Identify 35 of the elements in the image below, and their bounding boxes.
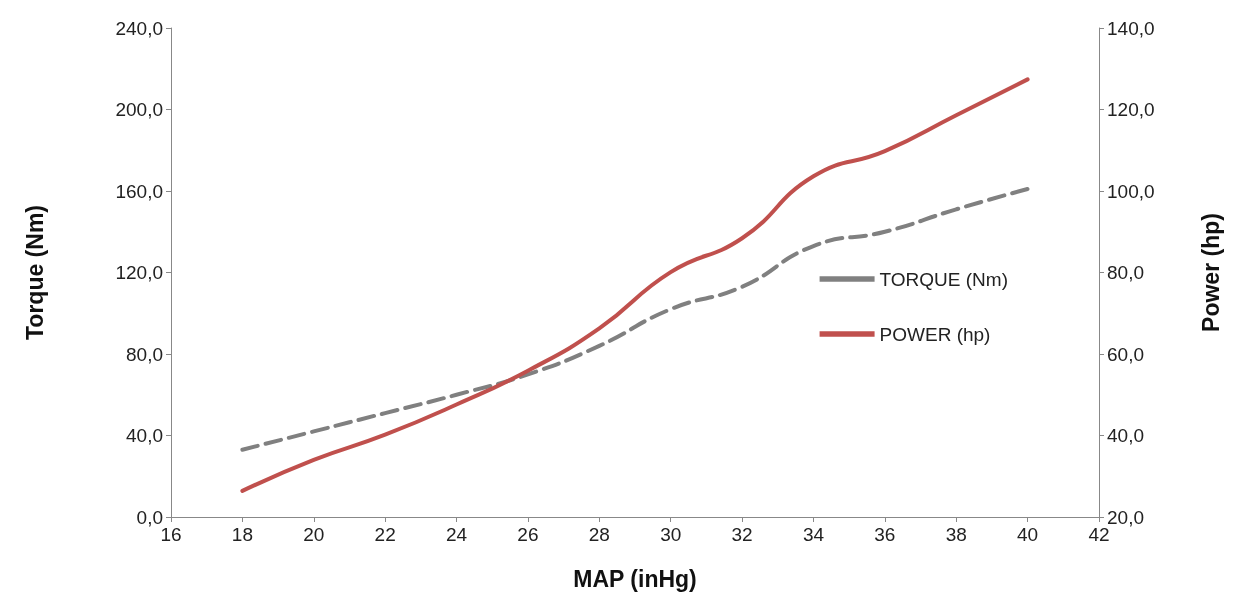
x-tick-label: 40 — [1017, 524, 1039, 545]
x-tick-label: 36 — [874, 524, 896, 545]
y2-axis-title: Power (hp) — [1197, 213, 1224, 332]
x-tick-label: 26 — [517, 524, 539, 545]
y-tick-label: 40,0 — [126, 425, 163, 446]
x-tick-label: 22 — [374, 524, 396, 545]
y-tick-label: 160,0 — [115, 180, 163, 202]
y2-tick-label: 40,0 — [1107, 425, 1144, 446]
x-tick-label: 34 — [802, 524, 825, 545]
y2-tick-label: 100,0 — [1107, 180, 1155, 202]
x-tick-label: 16 — [160, 524, 182, 545]
y2-tick-label: 80,0 — [1107, 262, 1144, 283]
y-tick-label: 200,0 — [115, 99, 163, 120]
y2-tick-label: 60,0 — [1107, 343, 1144, 365]
y2-tick-label: 140,0 — [1107, 17, 1155, 39]
line-series — [240, 77, 1030, 493]
x-tick-label: 24 — [445, 524, 468, 545]
x-tick-label: 28 — [588, 524, 610, 545]
legend-label: TORQUE (Nm) — [879, 268, 1008, 290]
y-tick-label: 120,0 — [115, 262, 163, 283]
y2-tick-label: 20,0 — [1107, 506, 1144, 528]
legend-label: POWER (hp) — [879, 323, 991, 345]
x-axis-title: MAP (inHg) — [573, 565, 697, 592]
x-tick-label: 38 — [945, 524, 967, 545]
x-tick-label: 18 — [231, 524, 253, 545]
y-tick-label: 240,0 — [115, 17, 163, 39]
x-tick-label: 30 — [660, 524, 682, 545]
x-tick-label: 32 — [731, 524, 753, 545]
line-series — [240, 186, 1030, 452]
x-tick-label: 20 — [303, 524, 325, 545]
y-tick-label: 80,0 — [126, 343, 163, 365]
y2-tick-label: 120,0 — [1107, 99, 1155, 120]
x-tick-label: 42 — [1088, 524, 1110, 545]
y-axis-title: Torque (Nm) — [21, 204, 48, 341]
y-tick-label: 0,0 — [136, 506, 163, 528]
